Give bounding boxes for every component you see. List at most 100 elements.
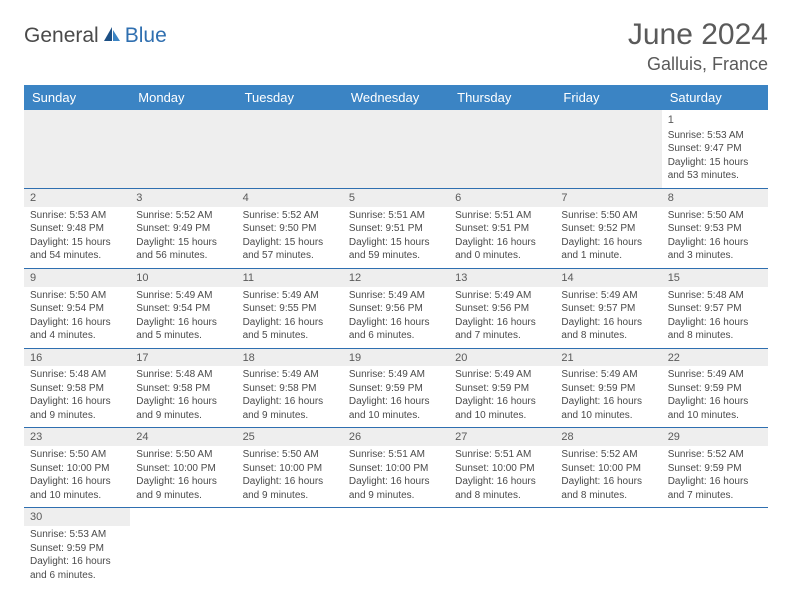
sunset-line: Sunset: 9:53 PM	[668, 222, 762, 236]
day-number: 19	[343, 349, 449, 367]
sunrise-line: Sunrise: 5:48 AM	[668, 289, 762, 303]
day-number: 17	[130, 349, 236, 367]
day-number: 15	[662, 269, 768, 287]
sunrise-line: Sunrise: 5:50 AM	[30, 289, 124, 303]
day-number: 10	[130, 269, 236, 287]
sunset-line: Sunset: 10:00 PM	[455, 462, 549, 476]
sunrise-line: Sunrise: 5:49 AM	[136, 289, 230, 303]
calendar-cell: 23Sunrise: 5:50 AMSunset: 10:00 PMDaylig…	[24, 428, 130, 508]
daylight-line: Daylight: 16 hours and 4 minutes.	[30, 316, 124, 343]
calendar-cell	[449, 508, 555, 587]
sunset-line: Sunset: 10:00 PM	[243, 462, 337, 476]
daylight-line: Daylight: 16 hours and 9 minutes.	[349, 475, 443, 502]
weekday-header: Friday	[555, 85, 661, 110]
calendar-cell: 4Sunrise: 5:52 AMSunset: 9:50 PMDaylight…	[237, 188, 343, 268]
calendar-cell	[555, 508, 661, 587]
calendar-header-row: SundayMondayTuesdayWednesdayThursdayFrid…	[24, 85, 768, 110]
day-number: 14	[555, 269, 661, 287]
sunrise-line: Sunrise: 5:53 AM	[30, 209, 124, 223]
sunrise-line: Sunrise: 5:48 AM	[30, 368, 124, 382]
sunset-line: Sunset: 10:00 PM	[136, 462, 230, 476]
daylight-line: Daylight: 16 hours and 8 minutes.	[455, 475, 549, 502]
sunset-line: Sunset: 9:57 PM	[561, 302, 655, 316]
sunset-line: Sunset: 9:56 PM	[455, 302, 549, 316]
sunset-line: Sunset: 9:58 PM	[243, 382, 337, 396]
calendar-cell: 18Sunrise: 5:49 AMSunset: 9:58 PMDayligh…	[237, 348, 343, 428]
sunset-line: Sunset: 9:59 PM	[668, 462, 762, 476]
sunrise-line: Sunrise: 5:51 AM	[455, 209, 549, 223]
calendar-cell: 29Sunrise: 5:52 AMSunset: 9:59 PMDayligh…	[662, 428, 768, 508]
sunset-line: Sunset: 9:59 PM	[30, 542, 124, 556]
daylight-line: Daylight: 16 hours and 5 minutes.	[136, 316, 230, 343]
sunset-line: Sunset: 9:54 PM	[30, 302, 124, 316]
calendar-cell: 9 Sunrise: 5:50 AMSunset: 9:54 PMDaylight…	[24, 268, 130, 348]
sunset-line: Sunset: 9:55 PM	[243, 302, 337, 316]
day-number: 13	[449, 269, 555, 287]
day-number: 23	[24, 428, 130, 446]
sunrise-line: Sunrise: 5:49 AM	[455, 368, 549, 382]
sunset-line: Sunset: 9:59 PM	[349, 382, 443, 396]
sunrise-line: Sunrise: 5:49 AM	[349, 289, 443, 303]
day-number: 20	[449, 349, 555, 367]
day-number: 1	[668, 113, 762, 128]
daylight-line: Daylight: 16 hours and 9 minutes.	[30, 395, 124, 422]
calendar-cell: 13Sunrise: 5:49 AMSunset: 9:56 PMDayligh…	[449, 268, 555, 348]
daylight-line: Daylight: 16 hours and 10 minutes.	[349, 395, 443, 422]
sunset-line: Sunset: 9:58 PM	[30, 382, 124, 396]
sunrise-line: Sunrise: 5:49 AM	[243, 368, 337, 382]
sunrise-line: Sunrise: 5:48 AM	[136, 368, 230, 382]
sunrise-line: Sunrise: 5:50 AM	[243, 448, 337, 462]
calendar-cell	[343, 508, 449, 587]
calendar-cell: 2Sunrise: 5:53 AMSunset: 9:48 PMDaylight…	[24, 188, 130, 268]
daylight-line: Daylight: 16 hours and 10 minutes.	[561, 395, 655, 422]
calendar-cell: 11Sunrise: 5:49 AMSunset: 9:55 PMDayligh…	[237, 268, 343, 348]
sunset-line: Sunset: 9:58 PM	[136, 382, 230, 396]
daylight-line: Daylight: 16 hours and 8 minutes.	[561, 475, 655, 502]
sunrise-line: Sunrise: 5:52 AM	[243, 209, 337, 223]
calendar-cell	[130, 110, 236, 188]
day-number: 25	[237, 428, 343, 446]
day-number: 21	[555, 349, 661, 367]
brand-text-general: General	[24, 24, 99, 48]
day-number: 9	[24, 269, 130, 287]
sunrise-line: Sunrise: 5:49 AM	[243, 289, 337, 303]
sunset-line: Sunset: 9:50 PM	[243, 222, 337, 236]
sunset-line: Sunset: 9:49 PM	[136, 222, 230, 236]
day-number: 16	[24, 349, 130, 367]
calendar-cell: 8Sunrise: 5:50 AMSunset: 9:53 PMDaylight…	[662, 188, 768, 268]
calendar-cell	[237, 110, 343, 188]
daylight-line: Daylight: 16 hours and 3 minutes.	[668, 236, 762, 263]
page-header: General Blue June 2024 Galluis, France	[24, 18, 768, 75]
weekday-header: Sunday	[24, 85, 130, 110]
sunset-line: Sunset: 9:52 PM	[561, 222, 655, 236]
sunset-line: Sunset: 10:00 PM	[30, 462, 124, 476]
calendar-cell	[237, 508, 343, 587]
calendar-cell: 20Sunrise: 5:49 AMSunset: 9:59 PMDayligh…	[449, 348, 555, 428]
calendar-cell: 12Sunrise: 5:49 AMSunset: 9:56 PMDayligh…	[343, 268, 449, 348]
sunrise-line: Sunrise: 5:53 AM	[668, 129, 762, 143]
daylight-line: Daylight: 16 hours and 7 minutes.	[668, 475, 762, 502]
calendar-cell	[555, 110, 661, 188]
daylight-line: Daylight: 16 hours and 6 minutes.	[349, 316, 443, 343]
calendar-cell: 6Sunrise: 5:51 AMSunset: 9:51 PMDaylight…	[449, 188, 555, 268]
day-number: 28	[555, 428, 661, 446]
day-number: 3	[130, 189, 236, 207]
sunset-line: Sunset: 10:00 PM	[561, 462, 655, 476]
daylight-line: Daylight: 15 hours and 57 minutes.	[243, 236, 337, 263]
day-number: 6	[449, 189, 555, 207]
calendar-cell: 5Sunrise: 5:51 AMSunset: 9:51 PMDaylight…	[343, 188, 449, 268]
day-number: 7	[555, 189, 661, 207]
calendar-cell	[24, 110, 130, 188]
daylight-line: Daylight: 15 hours and 56 minutes.	[136, 236, 230, 263]
calendar-cell: 14Sunrise: 5:49 AMSunset: 9:57 PMDayligh…	[555, 268, 661, 348]
sunset-line: Sunset: 9:59 PM	[561, 382, 655, 396]
calendar-cell: 7Sunrise: 5:50 AMSunset: 9:52 PMDaylight…	[555, 188, 661, 268]
weekday-header: Wednesday	[343, 85, 449, 110]
calendar-cell: 24Sunrise: 5:50 AMSunset: 10:00 PMDaylig…	[130, 428, 236, 508]
sunrise-line: Sunrise: 5:50 AM	[30, 448, 124, 462]
sunrise-line: Sunrise: 5:52 AM	[561, 448, 655, 462]
sunset-line: Sunset: 9:51 PM	[349, 222, 443, 236]
weekday-header: Saturday	[662, 85, 768, 110]
sunrise-line: Sunrise: 5:50 AM	[561, 209, 655, 223]
sunset-line: Sunset: 9:48 PM	[30, 222, 124, 236]
